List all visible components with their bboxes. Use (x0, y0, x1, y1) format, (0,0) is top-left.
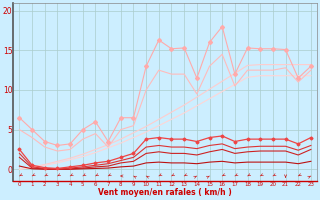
X-axis label: Vent moyen/en rafales ( km/h ): Vent moyen/en rafales ( km/h ) (98, 188, 232, 197)
